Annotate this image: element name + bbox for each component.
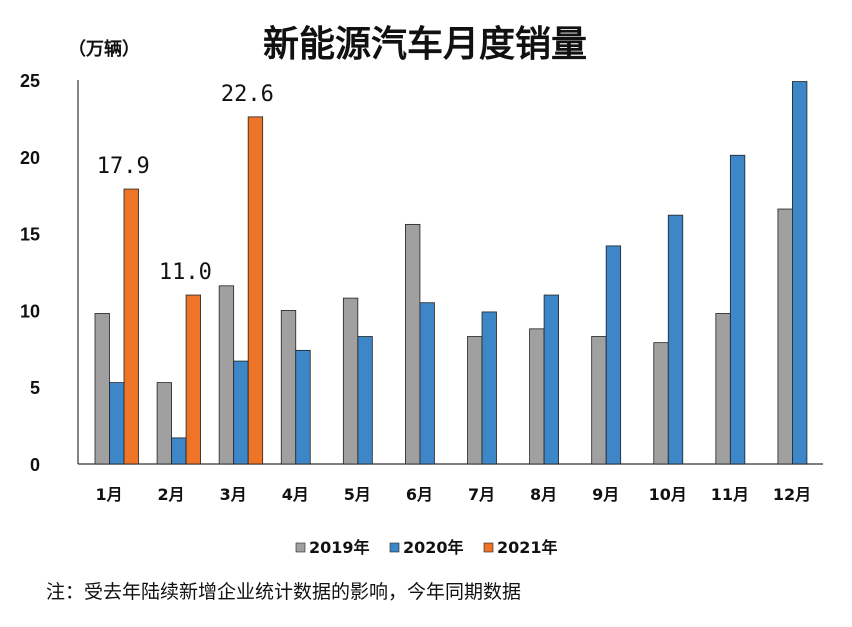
y-tick-label: 15 bbox=[20, 225, 40, 245]
x-tick-label: 4月 bbox=[282, 485, 309, 504]
bar-2019年-8月 bbox=[529, 328, 545, 465]
bar-2020年-9月 bbox=[605, 245, 622, 465]
bar-2020年-4月 bbox=[295, 349, 311, 465]
bar-2020年-7月 bbox=[481, 311, 497, 465]
data-label: 17.9 bbox=[97, 154, 150, 179]
bar-2020年-12月 bbox=[792, 81, 808, 465]
x-tick-label: 10月 bbox=[649, 485, 687, 504]
bar-2019年-1月 bbox=[94, 313, 110, 465]
bar-2019年-11月 bbox=[715, 313, 731, 465]
y-tick-label: 20 bbox=[20, 148, 40, 168]
x-tick-label: 7月 bbox=[468, 485, 495, 504]
bar-2020年-6月 bbox=[419, 302, 435, 465]
legend-swatch bbox=[295, 542, 306, 553]
x-tick-label: 12月 bbox=[773, 485, 811, 504]
bar-2020年-11月 bbox=[729, 154, 746, 465]
y-tick-label: 5 bbox=[30, 378, 40, 398]
bars bbox=[94, 81, 808, 465]
bar-2020年-1月 bbox=[109, 382, 125, 465]
legend-label: 2019年 bbox=[309, 538, 370, 557]
legend: 2019年 2020年 2021年 bbox=[295, 538, 558, 557]
x-tick-label: 9月 bbox=[592, 485, 619, 504]
bar-2020年-5月 bbox=[357, 336, 373, 465]
bar-2021年-3月 bbox=[247, 116, 264, 465]
data-label: 11.0 bbox=[159, 260, 212, 285]
bar-2020年-3月 bbox=[233, 360, 249, 465]
x-tick-label: 2月 bbox=[158, 485, 185, 504]
y-tick-label: 10 bbox=[20, 301, 40, 321]
x-tick-label: 3月 bbox=[220, 485, 247, 504]
bar-2020年-2月 bbox=[171, 437, 187, 465]
bar-2021年-1月 bbox=[123, 188, 139, 465]
x-tick-label: 5月 bbox=[344, 485, 371, 504]
x-tick-label: 11月 bbox=[711, 485, 749, 504]
bar-2019年-2月 bbox=[156, 382, 172, 465]
bar-2019年-4月 bbox=[280, 309, 297, 465]
chart-title: 新能源汽车月度销量 bbox=[263, 24, 587, 65]
x-tick-label: 6月 bbox=[406, 485, 433, 504]
bar-2019年-7月 bbox=[467, 336, 483, 465]
legend-label: 2021年 bbox=[497, 538, 558, 557]
bar-2019年-12月 bbox=[777, 208, 793, 465]
axes: 0 5 10 15 20 25 1月 2月 3月 4月 5月 6月 7月 8月 9月 10月 11月 12月 bbox=[20, 71, 823, 504]
bar-2021年-2月 bbox=[185, 294, 201, 465]
bar-2019年-5月 bbox=[342, 297, 359, 465]
bar-2019年-10月 bbox=[653, 342, 669, 465]
legend-swatch bbox=[389, 542, 400, 553]
bar-2020年-8月 bbox=[543, 294, 559, 465]
x-tick-label: 8月 bbox=[530, 485, 557, 504]
y-tick-label: 0 bbox=[30, 455, 40, 475]
x-tick-label: 1月 bbox=[95, 485, 122, 504]
bar-2020年-10月 bbox=[667, 214, 684, 465]
legend-label: 2020年 bbox=[403, 538, 464, 557]
bar-2019年-3月 bbox=[218, 285, 235, 465]
bar-2019年-9月 bbox=[591, 336, 607, 465]
y-tick-label: 25 bbox=[20, 71, 40, 91]
y-axis-unit-label: （万辆） bbox=[68, 38, 140, 60]
legend-swatch bbox=[483, 542, 494, 553]
bar-2019年-6月 bbox=[405, 223, 421, 465]
data-labels: 17.9 11.0 22.6 bbox=[97, 82, 274, 285]
data-label: 22.6 bbox=[221, 82, 274, 107]
footnote: 注：受去年陆续新增企业统计数据的影响，今年同期数据 bbox=[46, 581, 522, 603]
